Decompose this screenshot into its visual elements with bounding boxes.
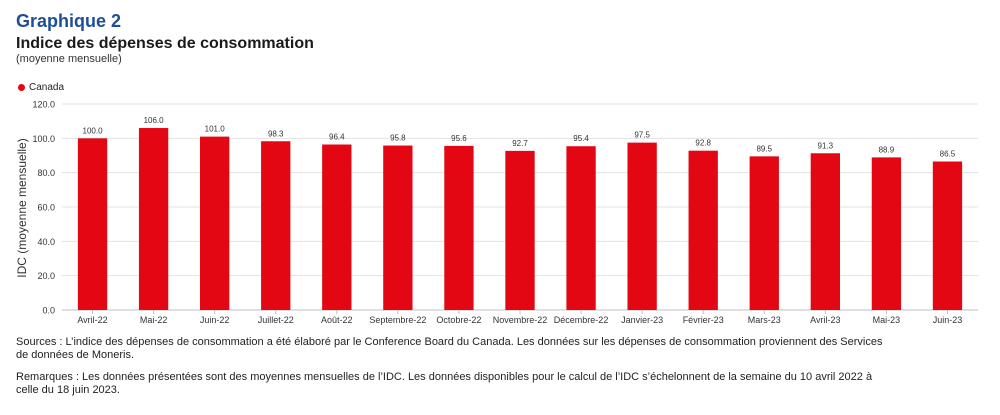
legend-label-canada: Canada xyxy=(29,82,65,93)
bar xyxy=(688,150,718,310)
remarks-note: Remarques : Les données présentées sont … xyxy=(16,371,873,396)
x-axis-ticks: Avril-22 Mai-22 Juin-22 Juillet-22 Août-22 Se… xyxy=(77,310,962,325)
y-tick-label: 120.0 xyxy=(32,100,55,110)
x-tick-label: Décembre-22 xyxy=(554,315,609,325)
data-label: 98.3 xyxy=(268,129,284,138)
x-tick-label: Juin-22 xyxy=(200,315,230,325)
y-tick-label: 60.0 xyxy=(37,203,55,213)
data-label: 101.0 xyxy=(205,125,226,134)
x-tick-label: Novembre-22 xyxy=(493,315,548,325)
bar xyxy=(261,141,291,310)
bar xyxy=(627,142,657,310)
data-label: 100.0 xyxy=(83,126,104,135)
data-labels: 100.0 106.0 101.0 98.3 96.4 95.8 95.6 92.7 95.4 9… xyxy=(83,116,956,158)
x-tick-label: Avril-22 xyxy=(77,315,107,325)
bar xyxy=(749,156,779,310)
x-tick-label: Septembre-22 xyxy=(369,315,426,325)
data-label: 92.8 xyxy=(695,139,711,148)
x-tick-label: Mai-22 xyxy=(140,315,168,325)
x-tick-label: Août-22 xyxy=(321,315,353,325)
legend-swatch-canada xyxy=(18,84,25,91)
bar xyxy=(932,161,963,310)
legend: Canada xyxy=(18,82,64,93)
data-label: 95.8 xyxy=(390,134,406,143)
bar xyxy=(566,146,596,310)
bar xyxy=(200,136,230,310)
x-tick-label: Janvier-23 xyxy=(621,315,663,325)
chart-subtitle: (moyenne mensuelle) xyxy=(16,53,122,65)
y-tick-label: 80.0 xyxy=(37,168,55,178)
x-tick-label: Mars-23 xyxy=(748,315,781,325)
bar xyxy=(444,145,474,310)
bar xyxy=(810,153,840,310)
chart-title: Indice des dépenses de consommation xyxy=(16,35,314,52)
data-label: 106.0 xyxy=(144,116,165,125)
y-tick-label: 0.0 xyxy=(42,306,55,316)
x-tick-label: Février-23 xyxy=(683,315,724,325)
x-tick-label: Mai-23 xyxy=(873,315,901,325)
data-label: 89.5 xyxy=(756,144,772,153)
x-tick-label: Avril-23 xyxy=(810,315,840,325)
bar xyxy=(505,150,535,310)
y-tick-label: 40.0 xyxy=(37,237,55,247)
x-tick-label: Juin-23 xyxy=(933,315,963,325)
sources-note: Sources : L’indice des dépenses de conso… xyxy=(16,336,883,361)
data-label: 86.5 xyxy=(940,150,956,159)
y-axis-ticks: 0.0 20.0 40.0 60.0 80.0 100.0 120.0 xyxy=(32,100,55,316)
bar xyxy=(77,138,108,310)
figure-label: Graphique 2 xyxy=(16,11,122,31)
data-label: 96.4 xyxy=(329,133,345,142)
data-label: 95.6 xyxy=(451,134,467,143)
x-tick-label: Octobre-22 xyxy=(436,315,481,325)
y-axis-title: IDC (moyenne mensuelle) xyxy=(15,138,29,277)
bars xyxy=(77,128,963,310)
x-tick-label: Juillet-22 xyxy=(258,315,294,325)
data-label: 91.3 xyxy=(818,141,834,150)
data-label: 97.5 xyxy=(634,131,650,140)
bar xyxy=(138,128,169,310)
y-tick-label: 20.0 xyxy=(37,271,55,281)
data-label: 92.7 xyxy=(512,139,528,148)
bar xyxy=(322,144,352,310)
y-tick-label: 100.0 xyxy=(32,134,55,144)
data-label: 88.9 xyxy=(879,145,895,154)
data-label: 95.4 xyxy=(573,134,589,143)
bar xyxy=(383,145,413,310)
bar xyxy=(871,157,902,310)
